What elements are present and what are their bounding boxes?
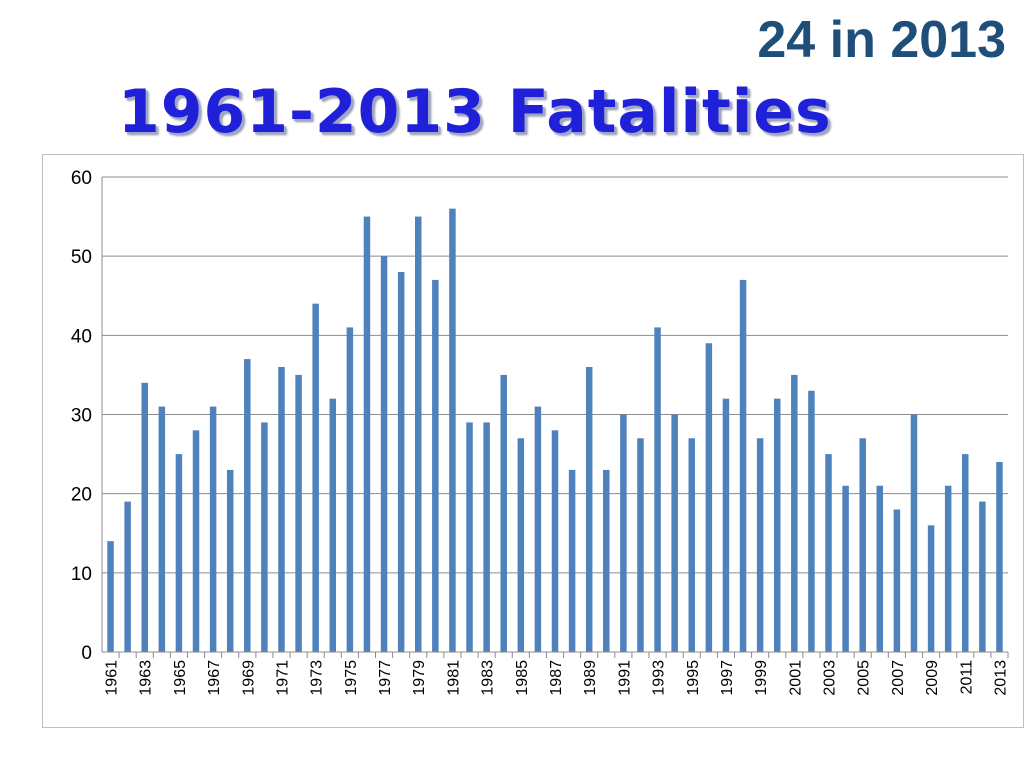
x-tick-label-1961: 1961 xyxy=(104,660,121,696)
y-tick-label-0: 0 xyxy=(81,643,92,664)
bar-1970 xyxy=(261,422,268,652)
bar-1989 xyxy=(585,367,593,652)
bar-1975 xyxy=(346,327,354,652)
bar-1962 xyxy=(124,501,131,652)
x-tick-label-2005: 2005 xyxy=(856,660,873,696)
tick-labels: 0 10 20 30 40 50 60 1961 1963 1965 1967 1969 1971 197… xyxy=(71,168,1010,696)
x-tick-label-1989: 1989 xyxy=(582,660,599,696)
bar-1972 xyxy=(295,374,302,652)
bar-1983 xyxy=(483,422,490,652)
chart-subtitle: 24 in 2013 xyxy=(757,11,1006,69)
bar-2013 xyxy=(996,462,1003,652)
x-tick-label-1993: 1993 xyxy=(651,660,668,696)
bar-1969 xyxy=(244,359,251,652)
bar-1981 xyxy=(449,208,456,652)
bar-1971 xyxy=(278,367,285,652)
x-tick-label-1973: 1973 xyxy=(309,660,326,696)
gridlines xyxy=(102,176,1008,574)
bar-1986 xyxy=(534,406,542,652)
bar-1998 xyxy=(739,279,747,652)
bar-1995 xyxy=(688,438,696,652)
bar-1987 xyxy=(551,430,559,652)
bar-1973 xyxy=(312,303,319,652)
x-tick-label-1971: 1971 xyxy=(274,660,291,696)
bar-2002 xyxy=(808,390,815,652)
x-tick-label-2013: 2013 xyxy=(992,660,1009,696)
bar-1964 xyxy=(158,406,166,652)
x-tick-label-1999: 1999 xyxy=(753,660,770,696)
bar-1978 xyxy=(397,272,405,652)
bar-2001 xyxy=(791,374,798,652)
bar-1996 xyxy=(705,343,713,652)
bar-1985 xyxy=(517,438,525,652)
bars xyxy=(107,208,1003,653)
bar-1966 xyxy=(192,430,200,652)
x-tick-label-2001: 2001 xyxy=(787,660,804,696)
bar-1979 xyxy=(414,216,422,653)
x-tick-label-2011: 2011 xyxy=(958,660,975,695)
bar-1984 xyxy=(500,374,507,652)
bar-1994 xyxy=(671,414,678,652)
y-tick-label-60: 60 xyxy=(71,168,92,189)
bar-2000 xyxy=(773,398,781,652)
y-tick-label-30: 30 xyxy=(71,406,92,427)
bar-1974 xyxy=(329,398,337,652)
bar-2007 xyxy=(893,509,901,652)
x-tick-label-1995: 1995 xyxy=(685,660,702,696)
bar-1982 xyxy=(466,422,473,652)
bar-1976 xyxy=(363,216,371,653)
x-tick-label-1975: 1975 xyxy=(343,660,360,696)
x-tick-label-1985: 1985 xyxy=(514,660,531,696)
x-tick-label-1981: 1981 xyxy=(445,660,462,696)
bar-1991 xyxy=(620,414,627,652)
bar-2009 xyxy=(927,525,935,652)
x-tick-label-2007: 2007 xyxy=(890,660,907,696)
y-tick-label-10: 10 xyxy=(71,564,92,585)
x-tick-label-2009: 2009 xyxy=(924,660,941,696)
bar-2006 xyxy=(876,485,884,652)
bar-1999 xyxy=(756,438,764,652)
bar-2011 xyxy=(962,454,969,652)
bar-1967 xyxy=(209,406,217,652)
x-tick-label-1991: 1991 xyxy=(616,660,633,696)
x-tick-label-1969: 1969 xyxy=(240,660,257,696)
bar-1963 xyxy=(141,382,148,652)
bar-1993 xyxy=(654,327,661,652)
x-tick-label-1965: 1965 xyxy=(172,660,189,696)
bar-1992 xyxy=(637,438,644,652)
bar-2012 xyxy=(979,501,986,652)
x-tick-label-1963: 1963 xyxy=(138,660,155,696)
y-tick-label-50: 50 xyxy=(71,247,92,268)
x-tick-label-1967: 1967 xyxy=(206,660,223,696)
y-tick-label-20: 20 xyxy=(71,485,92,506)
x-tick-label-1983: 1983 xyxy=(480,660,497,696)
x-tick-label-2003: 2003 xyxy=(822,660,839,696)
bar-1988 xyxy=(568,469,576,652)
bar-1977 xyxy=(380,256,388,652)
bar-2008 xyxy=(910,414,918,652)
x-tick-label-1987: 1987 xyxy=(548,660,565,696)
chart-title: 1961-2013 Fatalities xyxy=(118,77,832,147)
bar-2005 xyxy=(859,438,866,652)
x-tick-label-1979: 1979 xyxy=(411,660,428,696)
bar-1980 xyxy=(432,279,439,652)
bar-2004 xyxy=(842,485,849,652)
axes xyxy=(101,177,1009,658)
bar-1965 xyxy=(175,454,183,652)
bar-1968 xyxy=(226,469,234,652)
chart-frame: 0 10 20 30 40 50 60 1961 1963 1965 1967 1969 1971 197… xyxy=(42,154,1024,728)
bar-1997 xyxy=(722,398,730,652)
bar-1961 xyxy=(107,541,114,652)
bar-2003 xyxy=(825,454,832,652)
x-tick-label-1997: 1997 xyxy=(719,660,736,696)
bar-chart: 0 10 20 30 40 50 60 1961 1963 1965 1967 1969 1971 197… xyxy=(71,168,1010,696)
bar-1990 xyxy=(603,469,610,652)
bar-2010 xyxy=(944,485,952,652)
x-tick-label-1977: 1977 xyxy=(377,660,394,696)
y-tick-label-40: 40 xyxy=(71,326,92,347)
